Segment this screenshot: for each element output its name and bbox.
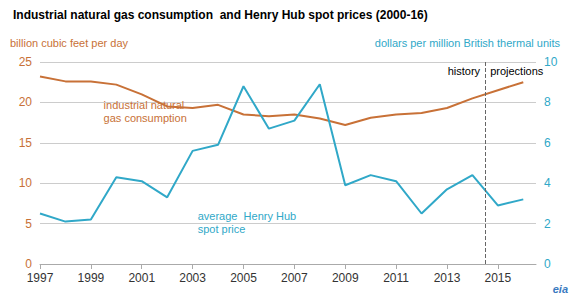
svg-text:2003: 2003 [179, 271, 206, 285]
svg-text:2015: 2015 [484, 271, 511, 285]
svg-text:average Henry Hub: average Henry Hub [198, 210, 296, 222]
svg-text:dollars per million British th: dollars per million British thermal unit… [375, 37, 561, 49]
svg-text:Industrial natural gas consump: Industrial natural gas consumption and H… [13, 8, 428, 22]
svg-text:1997: 1997 [27, 271, 54, 285]
svg-text:0: 0 [25, 257, 32, 271]
svg-text:2011: 2011 [383, 271, 409, 285]
svg-text:2009: 2009 [332, 271, 359, 285]
svg-text:5: 5 [25, 217, 32, 231]
svg-text:2013: 2013 [434, 271, 461, 285]
svg-text:10: 10 [19, 176, 33, 190]
svg-text:10: 10 [544, 55, 558, 69]
svg-text:25: 25 [19, 55, 33, 69]
svg-text:4: 4 [544, 176, 551, 190]
svg-text:8: 8 [544, 95, 551, 109]
svg-text:eia: eia [553, 283, 568, 295]
svg-text:15: 15 [19, 136, 33, 150]
svg-text:industrial natural: industrial natural [104, 99, 185, 111]
svg-text:1999: 1999 [78, 271, 105, 285]
svg-text:projections: projections [490, 65, 544, 77]
svg-text:20: 20 [19, 95, 33, 109]
svg-text:2007: 2007 [281, 271, 308, 285]
svg-text:2005: 2005 [230, 271, 257, 285]
svg-text:2001: 2001 [128, 271, 155, 285]
svg-text:billion cubic feet per day: billion cubic feet per day [10, 37, 129, 49]
svg-text:6: 6 [544, 136, 551, 150]
svg-text:2: 2 [544, 217, 551, 231]
svg-text:0: 0 [544, 257, 551, 271]
svg-text:history: history [448, 65, 481, 77]
svg-text:spot price: spot price [198, 223, 246, 235]
svg-text:gas consumption: gas consumption [104, 112, 187, 124]
